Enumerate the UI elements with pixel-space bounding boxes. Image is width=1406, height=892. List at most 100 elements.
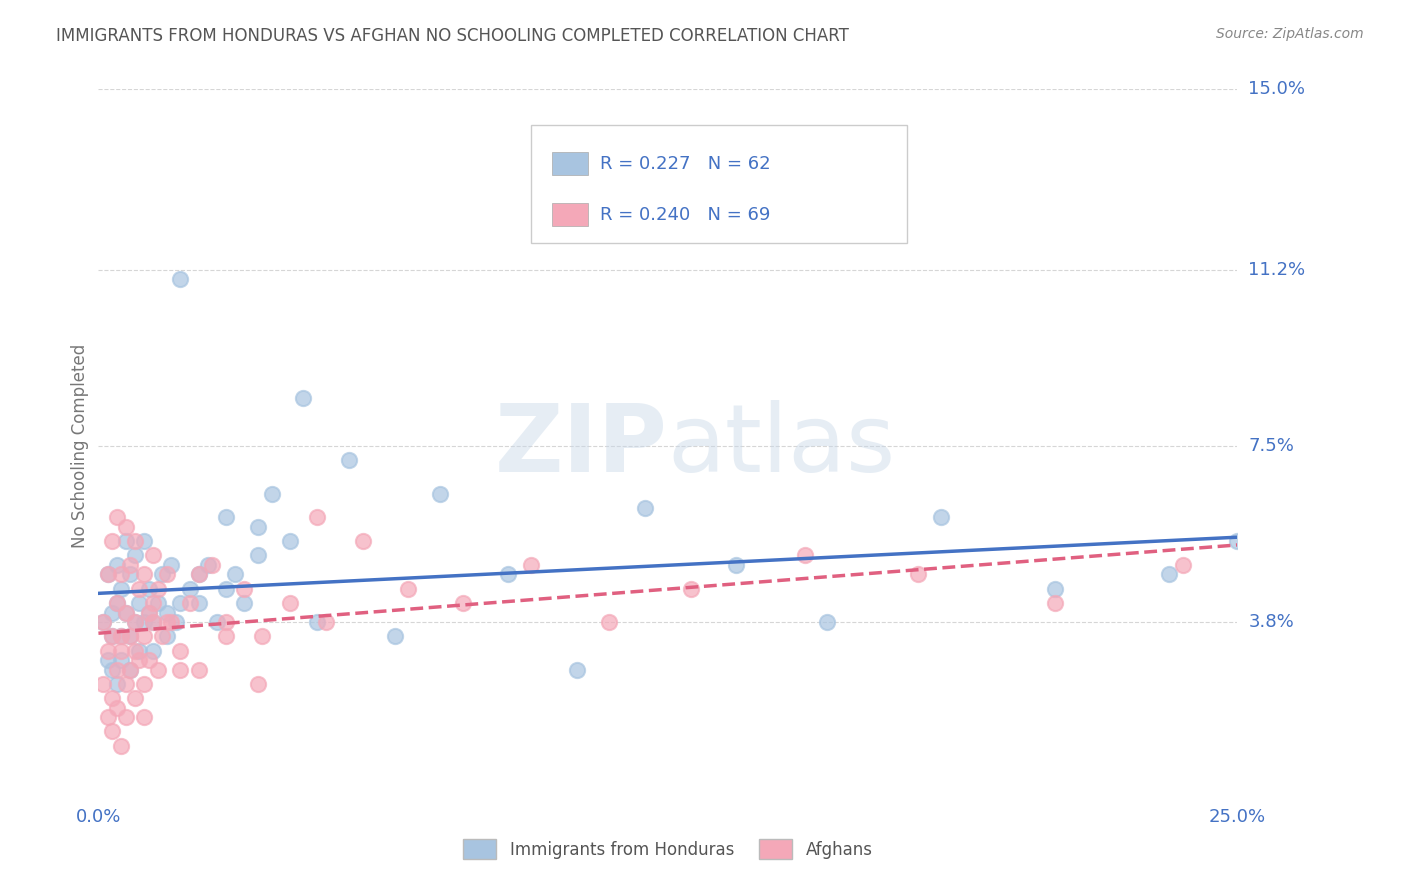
Point	[156, 615, 179, 629]
Point	[160, 558, 183, 572]
Point	[169, 596, 191, 610]
Point	[565, 663, 588, 677]
Point	[215, 615, 238, 629]
Point	[815, 615, 838, 629]
Point	[429, 486, 451, 500]
Point	[114, 534, 136, 549]
Point	[124, 549, 146, 563]
Point	[1226, 534, 1249, 549]
Y-axis label: No Schooling Completed: No Schooling Completed	[70, 344, 89, 548]
Point	[105, 677, 128, 691]
Text: R = 0.240   N = 69: R = 0.240 N = 69	[599, 206, 770, 224]
Point	[337, 453, 360, 467]
Point	[224, 567, 246, 582]
Point	[179, 596, 201, 610]
Point	[114, 677, 136, 691]
Point	[215, 510, 238, 524]
Point	[1157, 567, 1180, 582]
Point	[142, 549, 165, 563]
Point	[169, 643, 191, 657]
Point	[634, 500, 657, 515]
Point	[179, 582, 201, 596]
Point	[156, 567, 179, 582]
FancyBboxPatch shape	[531, 125, 907, 243]
Text: 3.8%: 3.8%	[1249, 613, 1294, 631]
Point	[96, 710, 118, 724]
Point	[725, 558, 748, 572]
Point	[128, 596, 150, 610]
Point	[1043, 582, 1066, 596]
Point	[105, 596, 128, 610]
Point	[124, 691, 146, 706]
Point	[96, 643, 118, 657]
Point	[114, 606, 136, 620]
Point	[598, 615, 620, 629]
Point	[169, 272, 191, 286]
Text: atlas: atlas	[668, 400, 896, 492]
Text: ZIP: ZIP	[495, 400, 668, 492]
Point	[101, 534, 124, 549]
FancyBboxPatch shape	[551, 153, 588, 175]
Point	[124, 643, 146, 657]
Point	[101, 663, 124, 677]
Point	[110, 582, 132, 596]
Point	[110, 653, 132, 667]
Point	[132, 534, 155, 549]
Point	[252, 629, 274, 643]
Point	[246, 549, 269, 563]
Text: 11.2%: 11.2%	[1249, 261, 1306, 279]
Point	[260, 486, 283, 500]
Point	[128, 582, 150, 596]
Point	[110, 739, 132, 753]
Point	[132, 710, 155, 724]
Point	[101, 724, 124, 739]
Point	[201, 558, 224, 572]
Point	[156, 629, 179, 643]
Point	[128, 643, 150, 657]
Point	[105, 596, 128, 610]
Point	[246, 520, 269, 534]
Point	[929, 510, 952, 524]
Point	[292, 392, 315, 406]
Point	[96, 653, 118, 667]
Point	[105, 558, 128, 572]
Point	[246, 677, 269, 691]
Point	[146, 596, 169, 610]
Point	[101, 606, 124, 620]
Point	[120, 558, 142, 572]
Point	[105, 663, 128, 677]
Point	[101, 691, 124, 706]
Point	[187, 663, 209, 677]
Point	[120, 663, 142, 677]
Text: Source: ZipAtlas.com: Source: ZipAtlas.com	[1216, 27, 1364, 41]
Point	[132, 567, 155, 582]
Point	[105, 700, 128, 714]
Point	[120, 567, 142, 582]
Point	[150, 567, 173, 582]
Point	[138, 582, 160, 596]
Point	[215, 629, 238, 643]
Text: 15.0%: 15.0%	[1249, 80, 1305, 98]
Point	[132, 615, 155, 629]
Point	[307, 510, 329, 524]
Text: 7.5%: 7.5%	[1249, 437, 1295, 455]
Point	[498, 567, 520, 582]
Point	[233, 582, 256, 596]
Point	[132, 677, 155, 691]
Point	[278, 596, 301, 610]
Point	[156, 606, 179, 620]
Point	[520, 558, 543, 572]
Point	[205, 615, 228, 629]
Point	[451, 596, 474, 610]
Point	[278, 534, 301, 549]
Point	[91, 677, 114, 691]
Point	[146, 582, 169, 596]
Point	[187, 567, 209, 582]
Point	[146, 663, 169, 677]
Point	[124, 615, 146, 629]
Point	[91, 615, 114, 629]
Point	[120, 629, 142, 643]
Point	[101, 629, 124, 643]
Point	[110, 629, 132, 643]
Point	[96, 567, 118, 582]
